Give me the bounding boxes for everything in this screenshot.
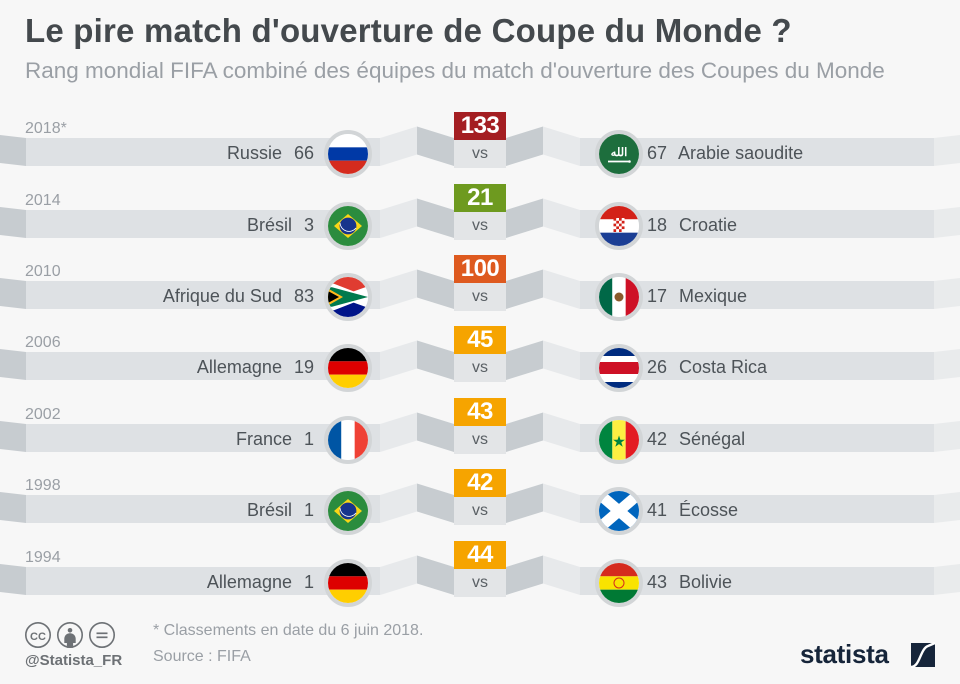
svg-text:الله: الله: [611, 146, 628, 159]
svg-text:CC: CC: [30, 631, 46, 643]
svg-text:statista: statista: [800, 640, 889, 669]
